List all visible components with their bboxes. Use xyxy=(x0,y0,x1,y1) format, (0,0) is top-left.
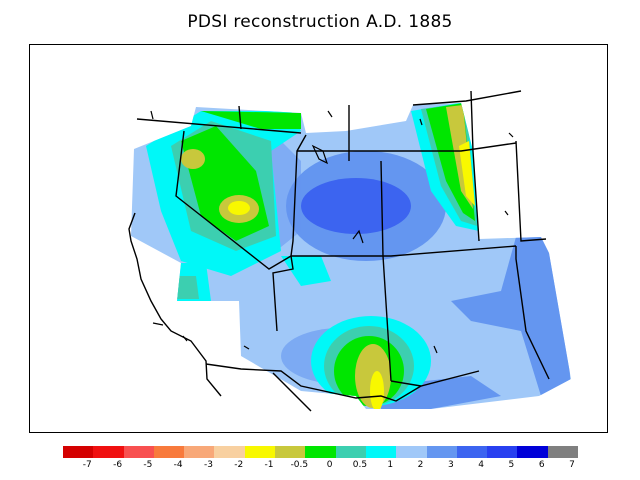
state-line-7 xyxy=(380,160,392,382)
legend-swatch-2 xyxy=(123,446,154,458)
lake-4 xyxy=(504,210,509,216)
zone-neg2-ne xyxy=(459,141,475,206)
legend-swatch-12 xyxy=(426,446,457,458)
state-line-8 xyxy=(272,255,294,332)
state-line-11 xyxy=(515,246,550,380)
legend-swatch-5 xyxy=(214,446,245,458)
legend-tick-label: 3 xyxy=(447,460,454,470)
zone-0-5-nw-small xyxy=(181,149,205,169)
legend-swatch-0 xyxy=(63,446,94,458)
color-legend-ticks: -7 -6 -5 -4 -3 -2 -1 -0.5 0 0.5 1 2 3 4 5 6 7 xyxy=(0,458,640,474)
legend-tick-label: -0.5 xyxy=(290,460,309,470)
state-line-10 xyxy=(515,140,547,242)
baja-gulf xyxy=(272,372,312,412)
legend-tick-label: 0 xyxy=(326,460,333,470)
zone-neg2-south xyxy=(370,371,384,409)
lake-3 xyxy=(508,132,514,138)
legend-tick-label: 6 xyxy=(538,460,545,470)
state-line-6 xyxy=(291,245,517,257)
water-features xyxy=(150,110,514,354)
legend-tick-label: 7 xyxy=(569,460,575,470)
legend-tick-label: -2 xyxy=(234,460,244,470)
legend-swatch-14 xyxy=(487,446,518,458)
legend-swatch-4 xyxy=(184,446,215,458)
lake-6 xyxy=(327,110,333,118)
zone-3-4-utah xyxy=(301,178,411,234)
legend-swatch-7 xyxy=(275,446,306,458)
lake-1 xyxy=(352,229,364,244)
map-title: PDSI reconstruction A.D. 1885 xyxy=(187,12,453,32)
zone-2-3-east xyxy=(451,237,571,396)
legend-swatch-9 xyxy=(335,446,366,458)
state-line-2 xyxy=(238,105,242,130)
color-legend-bar xyxy=(63,446,579,458)
lake-5 xyxy=(433,345,438,354)
legend-swatch-11 xyxy=(396,446,427,458)
island-4 xyxy=(419,118,423,126)
island-3 xyxy=(243,345,250,350)
legend-swatch-16 xyxy=(547,446,579,458)
pdsi-map xyxy=(128,90,571,412)
zone-green-sw xyxy=(177,276,199,299)
island-2 xyxy=(182,335,188,342)
legend-swatch-3 xyxy=(153,446,185,458)
island-1 xyxy=(152,322,164,326)
legend-tick-label: 5 xyxy=(508,460,515,470)
legend-swatch-10 xyxy=(365,446,397,458)
boundaries xyxy=(128,90,550,412)
state-line-1 xyxy=(175,130,292,270)
state-line-5 xyxy=(297,142,517,152)
legend-tick-label: 2 xyxy=(417,460,424,470)
zone-cyan-colorado xyxy=(281,256,331,286)
legend-tick-label: 0.5 xyxy=(352,460,368,470)
zone-neg1-nw xyxy=(228,201,250,215)
state-line-3 xyxy=(290,134,307,257)
zone-green-nw-top xyxy=(201,111,301,129)
canada-border-east xyxy=(412,90,522,106)
legend-tick-label: 4 xyxy=(478,460,484,470)
great-salt-lake xyxy=(311,144,329,165)
west-coast xyxy=(128,212,222,397)
legend-swatch-6 xyxy=(244,446,276,458)
lake-2 xyxy=(150,110,154,120)
legend-tick-label: -3 xyxy=(203,460,213,470)
legend-swatch-15 xyxy=(517,446,548,458)
canada-border-west xyxy=(136,118,302,134)
map-frame xyxy=(29,44,608,433)
legend-tick-label: -4 xyxy=(173,460,183,470)
legend-tick-label: 1 xyxy=(387,460,394,470)
state-line-12 xyxy=(470,90,480,242)
legend-tick-label: -6 xyxy=(113,460,123,470)
mexico-border xyxy=(205,363,422,402)
legend-swatch-13 xyxy=(456,446,488,458)
legend-tick-label: -1 xyxy=(264,460,274,470)
legend-tick-label: -5 xyxy=(143,460,153,470)
legend-swatch-8 xyxy=(305,446,336,458)
legend-swatch-1 xyxy=(93,446,124,458)
legend-tick-label: -7 xyxy=(82,460,92,470)
